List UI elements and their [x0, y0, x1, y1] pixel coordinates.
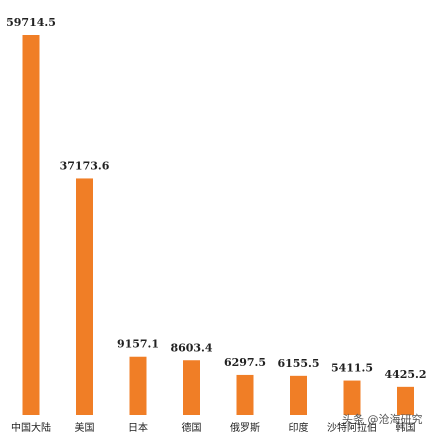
value-label: 6297.5 — [224, 356, 266, 369]
x-tick-label: 日本 — [128, 421, 148, 434]
bar — [129, 356, 147, 415]
value-label: 37173.6 — [60, 159, 110, 172]
value-label: 5411.5 — [331, 362, 373, 375]
watermark: 头条 @沧海研究 — [342, 412, 423, 426]
x-tick-label: 德国 — [182, 421, 202, 434]
value-label: 59714.5 — [6, 16, 56, 29]
x-tick-label: 俄罗斯 — [230, 421, 260, 434]
x-tick-label: 韩国 — [396, 421, 416, 434]
value-label: 8603.4 — [170, 341, 212, 354]
value-label: 9157.1 — [117, 338, 159, 351]
x-tick-label: 美国 — [75, 421, 95, 434]
bar — [236, 374, 254, 415]
x-tick-label: 中国大陆 — [11, 421, 51, 434]
value-label: 6155.5 — [277, 357, 319, 370]
x-tick-label: 印度 — [289, 421, 309, 434]
bar — [397, 386, 414, 415]
bar — [343, 380, 361, 415]
bar — [290, 375, 307, 415]
bar — [76, 178, 93, 415]
x-tick-label: 沙特阿拉伯 — [327, 421, 377, 434]
bar — [22, 35, 40, 415]
value-label: 4425.2 — [384, 368, 426, 381]
bar — [183, 360, 200, 415]
